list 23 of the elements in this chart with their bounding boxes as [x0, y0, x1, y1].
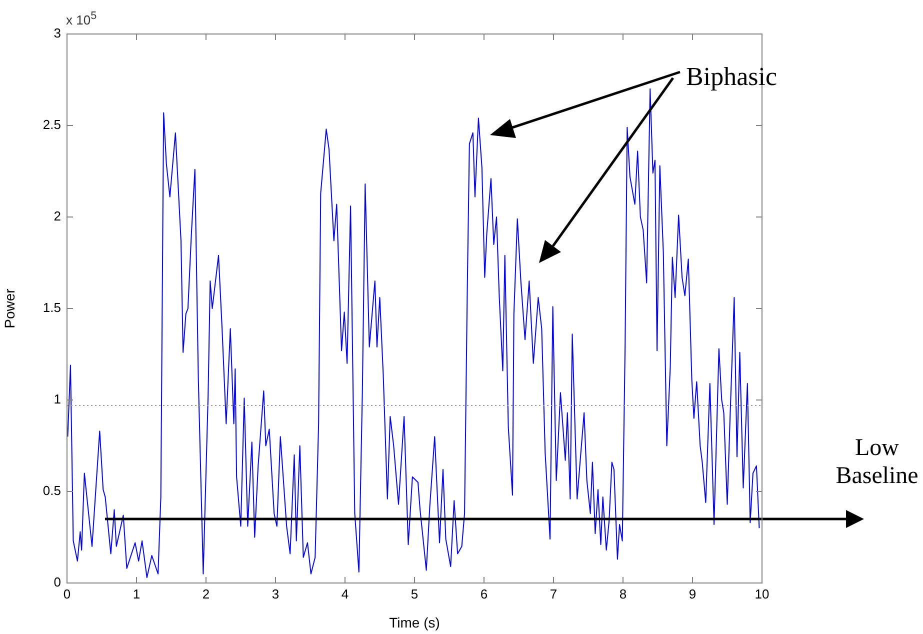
x-tick-label: 1	[132, 586, 140, 602]
x-tick-label: 5	[410, 586, 418, 602]
y-tick-label: 0	[54, 574, 61, 590]
x-tick-label: 7	[550, 586, 558, 602]
x-tick-label: 10	[754, 586, 770, 602]
y-tick-label: 1	[54, 392, 61, 407]
x-axis-title: Time (s)	[389, 614, 440, 630]
x-tick-label: 2	[202, 586, 210, 602]
y-tick-label: 2	[54, 208, 61, 224]
ref-line-label: Low Baseline	[836, 434, 918, 489]
y-tick-label: 3	[54, 26, 61, 41]
x-tick-label: 9	[688, 586, 696, 602]
y-tick-label: 2.5	[42, 117, 61, 132]
text: x 10$^{5}$	[66, 10, 97, 28]
x-tick-label: 8	[619, 586, 627, 602]
x-tick-label: 4	[341, 586, 349, 602]
annotation: Biphasic	[686, 62, 777, 92]
x-tick-label: 3	[272, 586, 280, 602]
x-tick-label: 6	[480, 586, 488, 602]
y-tick-label: 0.5	[42, 483, 61, 498]
y-tick-label: 1.5	[42, 300, 61, 316]
x-tick-label: 0	[63, 586, 71, 602]
y-axis-title: Power	[1, 288, 18, 328]
